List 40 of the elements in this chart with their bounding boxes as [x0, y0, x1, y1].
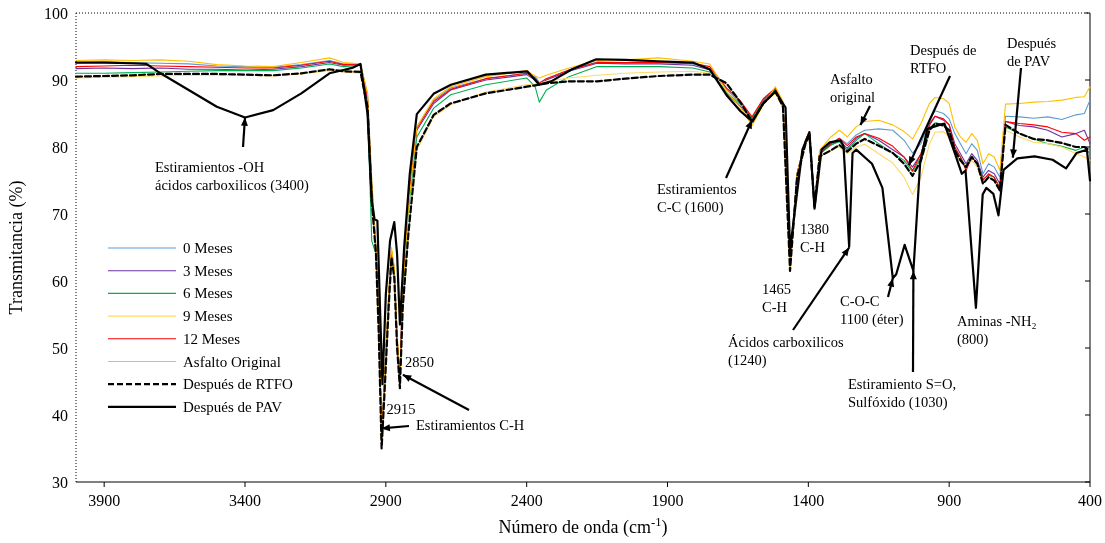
- annotation: Estiramiento S=O, Sulfóxido (1030): [848, 376, 957, 411]
- x-tick-label: 1900: [651, 492, 684, 509]
- y-tick-label: 30: [52, 473, 68, 491]
- y-tick-label: 70: [52, 205, 68, 223]
- y-tick-label: 90: [52, 71, 68, 89]
- legend-label: Después de RTFO: [183, 376, 294, 393]
- x-tick-label: 400: [1078, 492, 1102, 509]
- annotation: Estiramientos -OH ácidos carboxilicos (3400): [155, 159, 309, 194]
- annotation: Después de RTFO: [910, 42, 977, 76]
- y-tick-label: 40: [52, 406, 68, 424]
- annotation: Estiramientos C-C (1600): [657, 181, 738, 216]
- legend-label: 3 Meses: [183, 262, 233, 279]
- x-axis-title: Número de onda (cm$^{-1}$): [498, 515, 668, 538]
- legend-label: 9 Meses: [183, 308, 233, 325]
- legend-label: Asfalto Original: [183, 353, 281, 370]
- x-tick-label: 2400: [510, 492, 543, 509]
- legend-label: 12 Meses: [183, 330, 241, 347]
- x-tick-label: 3900: [88, 492, 121, 509]
- annotation: 2850: [404, 353, 434, 370]
- annotation: Aminas -NH₂ (800): [956, 312, 1037, 348]
- y-tick-label: 50: [52, 339, 68, 357]
- legend-label: Después de PAV: [183, 398, 283, 415]
- annotation: 1380 C-H: [799, 221, 829, 256]
- y-axis-title: Transmitancia (%): [6, 180, 27, 315]
- legend-label: 0 Meses: [183, 240, 233, 256]
- x-tick-label: 900: [937, 492, 962, 509]
- annotation: 2915: [386, 401, 416, 418]
- x-tick-label: 3400: [229, 492, 261, 509]
- annotation: C-O-C 1100 (éter): [840, 293, 904, 328]
- y-tick-label: 60: [52, 272, 68, 290]
- annotation: Asfalto original: [830, 71, 876, 105]
- annotation: 1465 C-H: [762, 280, 792, 315]
- x-tick-label: 2900: [369, 492, 402, 509]
- y-tick-label: 80: [52, 138, 68, 156]
- legend-label: 6 Meses: [183, 285, 233, 302]
- annotation: Estiramientos C-H: [416, 417, 525, 433]
- y-tick-label: 100: [44, 4, 68, 22]
- annotation: Ácidos carboxilicos (1240): [728, 334, 844, 369]
- x-tick-label: 1400: [792, 492, 825, 509]
- annotation: Después de PAV: [1007, 35, 1057, 69]
